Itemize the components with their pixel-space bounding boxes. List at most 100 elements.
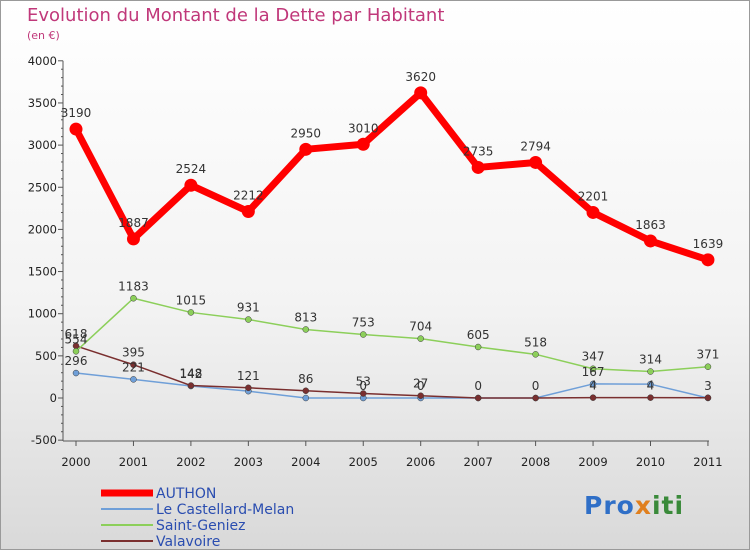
data-label-saint-geniez: 753 xyxy=(352,316,375,330)
data-label-authon: 1887 xyxy=(118,216,149,230)
data-label-saint-geniez: 1183 xyxy=(118,279,149,293)
data-label-le-castellard-melan: 142 xyxy=(179,367,202,381)
series-line-le-castellard-melan xyxy=(75,372,709,399)
data-label-saint-geniez: 518 xyxy=(524,335,547,349)
data-label-saint-geniez: 704 xyxy=(409,320,432,334)
data-point-saint-geniez xyxy=(704,363,712,370)
data-label-saint-geniez: 347 xyxy=(582,350,605,364)
data-point-saint-geniez xyxy=(417,335,424,342)
data-point-authon xyxy=(471,160,485,174)
data-point-authon xyxy=(69,122,83,136)
series-line-saint-geniez xyxy=(75,297,709,373)
data-label-saint-geniez: 1015 xyxy=(176,293,207,307)
x-tick-label: 2004 xyxy=(291,455,320,469)
data-point-saint-geniez xyxy=(302,326,310,333)
data-label-authon: 2735 xyxy=(463,144,494,158)
data-label-authon: 3010 xyxy=(348,121,379,135)
data-label-valavoire: 618 xyxy=(65,327,88,341)
data-point-authon xyxy=(644,234,657,248)
data-label-le-castellard-melan: 0 xyxy=(359,379,367,393)
data-label-valavoire: 0 xyxy=(532,379,540,393)
data-point-valavoire xyxy=(130,361,137,368)
data-point-valavoire xyxy=(589,394,597,401)
data-label-valavoire: 4 xyxy=(589,379,597,393)
data-label-valavoire: 121 xyxy=(237,369,260,383)
data-point-saint-geniez xyxy=(187,309,195,316)
data-point-authon xyxy=(586,205,600,219)
data-point-valavoire xyxy=(245,384,252,392)
data-point-saint-geniez xyxy=(360,331,367,338)
series-line-valavoire xyxy=(75,345,708,399)
data-point-le-castellard-melan xyxy=(302,394,310,402)
data-point-authon xyxy=(299,142,313,156)
data-label-valavoire: 148 xyxy=(179,367,202,381)
x-tick-label: 2011 xyxy=(693,455,722,469)
data-point-le-castellard-melan xyxy=(589,380,597,388)
data-point-le-castellard-melan xyxy=(72,369,80,377)
data-point-authon xyxy=(701,253,715,267)
y-tick-label: -500 xyxy=(31,433,57,447)
legend-label-valavoire: Valavoire xyxy=(156,534,220,549)
x-tick-label: 2006 xyxy=(406,455,435,469)
x-tick-label: 2007 xyxy=(464,455,493,469)
data-point-authon xyxy=(356,137,370,151)
data-label-authon: 2212 xyxy=(233,189,264,203)
proxiti-logo: Proxiti xyxy=(584,491,685,520)
x-tick-label: 2005 xyxy=(349,455,378,469)
y-tick-label: 3500 xyxy=(28,96,57,110)
data-label-valavoire: 4 xyxy=(647,379,655,393)
data-label-authon: 1639 xyxy=(693,237,724,251)
y-tick-label: 2000 xyxy=(28,222,57,236)
data-label-authon: 2201 xyxy=(578,189,609,203)
y-tick-label: 1000 xyxy=(28,307,57,321)
chart-subtitle: (en €) xyxy=(27,29,60,42)
y-tick-label: 2500 xyxy=(28,180,57,194)
data-point-saint-geniez xyxy=(474,343,482,351)
x-tick-label: 2000 xyxy=(61,455,90,469)
chart-title: Evolution du Montant de la Dette par Hab… xyxy=(27,5,445,26)
data-label-valavoire: 86 xyxy=(298,372,313,386)
data-label-le-castellard-melan: 0 xyxy=(417,379,425,393)
x-tick-label: 2009 xyxy=(578,455,607,469)
x-tick-label: 2001 xyxy=(119,455,148,469)
data-point-le-castellard-melan xyxy=(130,376,137,383)
x-tick-label: 2010 xyxy=(636,455,665,469)
data-label-saint-geniez: 931 xyxy=(237,301,260,315)
data-label-le-castellard-melan: 221 xyxy=(122,360,145,374)
data-point-le-castellard-melan xyxy=(647,380,654,388)
y-tick-label: 1500 xyxy=(28,265,57,279)
data-label-saint-geniez: 371 xyxy=(696,348,719,362)
data-label-valavoire: 53 xyxy=(356,375,371,389)
y-tick-label: 500 xyxy=(35,349,57,363)
data-label-authon: 3620 xyxy=(405,70,436,84)
data-point-valavoire xyxy=(360,390,367,397)
data-point-authon xyxy=(184,178,198,192)
data-point-valavoire xyxy=(532,394,539,402)
data-point-authon xyxy=(529,155,543,169)
data-label-valavoire: 27 xyxy=(413,377,428,391)
data-point-authon xyxy=(126,232,140,246)
y-tick-label: 3000 xyxy=(28,138,57,152)
data-point-valavoire xyxy=(647,394,654,401)
data-point-saint-geniez xyxy=(245,316,252,323)
data-point-authon xyxy=(241,205,255,219)
x-tick-label: 2002 xyxy=(176,455,205,469)
data-point-valavoire xyxy=(417,392,424,399)
data-point-saint-geniez xyxy=(532,351,539,358)
data-label-le-castellard-melan: 3 xyxy=(704,379,712,393)
data-point-valavoire xyxy=(187,382,195,389)
data-point-saint-geniez xyxy=(130,295,137,302)
x-tick-label: 2008 xyxy=(521,455,550,469)
data-label-valavoire: 395 xyxy=(122,346,145,360)
data-label-authon: 2950 xyxy=(291,126,322,140)
data-label-saint-geniez: 314 xyxy=(639,353,662,367)
data-point-valavoire xyxy=(474,394,482,402)
data-point-saint-geniez xyxy=(72,348,80,355)
data-point-valavoire xyxy=(302,387,310,395)
data-label-authon: 3190 xyxy=(61,106,92,120)
data-label-saint-geniez: 813 xyxy=(294,310,317,324)
legend-label-le-castellard-melan: Le Castellard-Melan xyxy=(156,502,294,518)
x-tick-label: 2003 xyxy=(234,455,263,469)
data-point-valavoire xyxy=(704,394,712,401)
